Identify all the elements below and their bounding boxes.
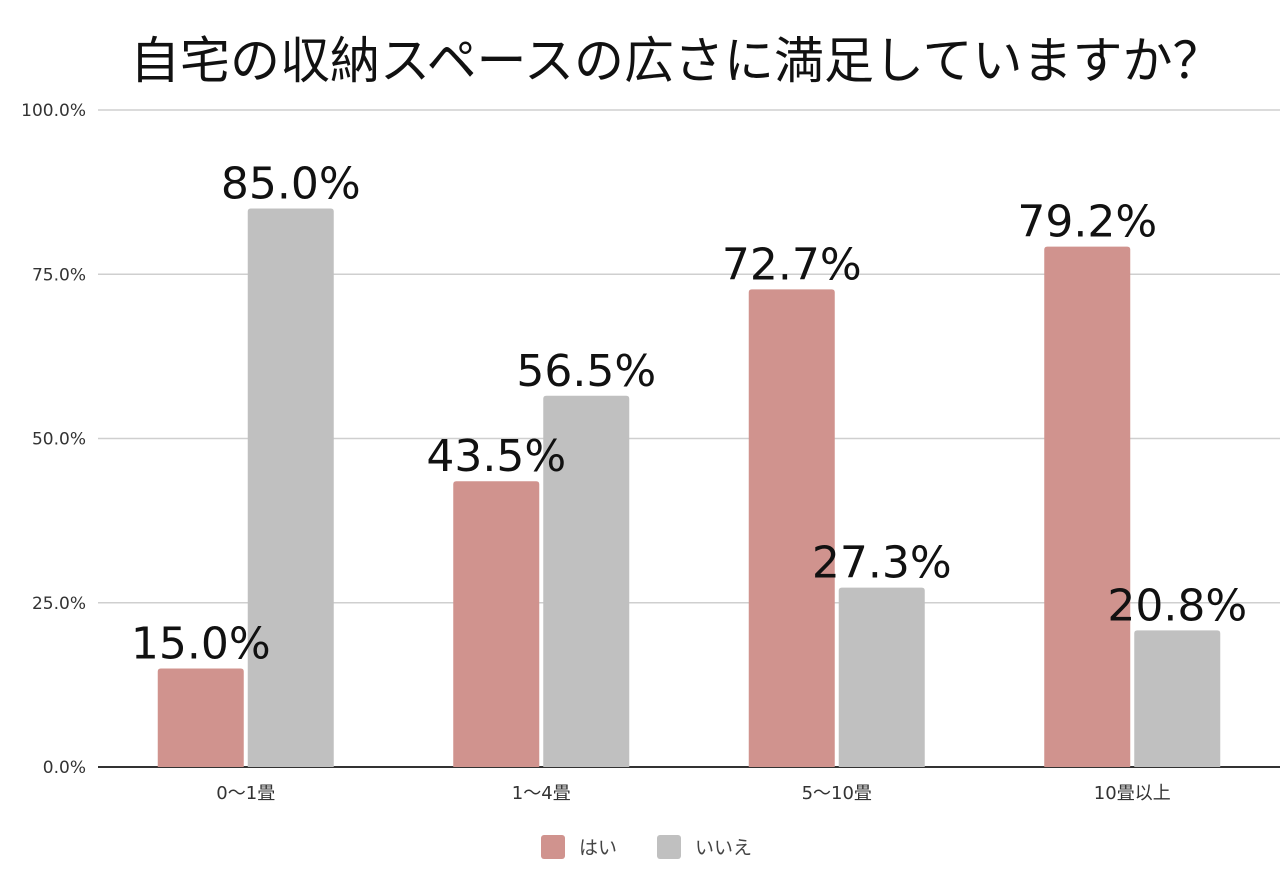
bar-no [838, 587, 925, 767]
bar-yes [1044, 246, 1131, 767]
x-axis-ticks: 0〜1畳 1〜4畳 5〜10畳 10畳以上 [216, 783, 1170, 804]
legend-swatch [657, 835, 681, 859]
data-label: 20.8% [1107, 580, 1247, 631]
x-tick-label: 0〜1畳 [216, 783, 275, 804]
data-label: 56.5% [516, 346, 656, 397]
legend: はい いいえ [541, 835, 752, 859]
data-label: 72.7% [722, 239, 862, 290]
legend-label: いいえ [695, 837, 752, 859]
data-labels-group: 15.0% 85.0% 43.5% 56.5% 72.7% 27.3% 79.2% 20.8% [131, 159, 1247, 670]
data-label: 15.0% [131, 618, 271, 669]
bar-yes [453, 481, 540, 767]
data-label: 27.3% [812, 538, 952, 589]
bar-yes [157, 668, 244, 767]
bar-yes [748, 289, 835, 767]
y-tick-label: 50.0% [32, 430, 86, 450]
bar-no [247, 208, 334, 768]
legend-label: はい [579, 837, 617, 859]
x-tick-label: 5〜10畳 [802, 783, 872, 804]
y-tick-label: 75.0% [32, 265, 86, 285]
data-label: 43.5% [426, 431, 566, 482]
data-label: 85.0% [221, 159, 361, 210]
x-tick-label: 10畳以上 [1094, 783, 1171, 804]
bar-no [1134, 630, 1221, 767]
y-tick-label: 0.0% [43, 758, 86, 778]
x-tick-label: 1〜4畳 [512, 783, 571, 804]
y-axis-ticks: 0.0% 25.0% 50.0% 75.0% 100.0% [21, 101, 86, 778]
y-tick-label: 100.0% [21, 101, 86, 121]
data-label: 79.2% [1017, 197, 1157, 248]
bars-group [157, 208, 1221, 768]
y-tick-label: 25.0% [32, 594, 86, 614]
chart-title: 自宅の収納スペースの広さに満足していますか？ [130, 32, 1223, 90]
legend-swatch [541, 835, 565, 859]
bar-no [543, 395, 630, 767]
